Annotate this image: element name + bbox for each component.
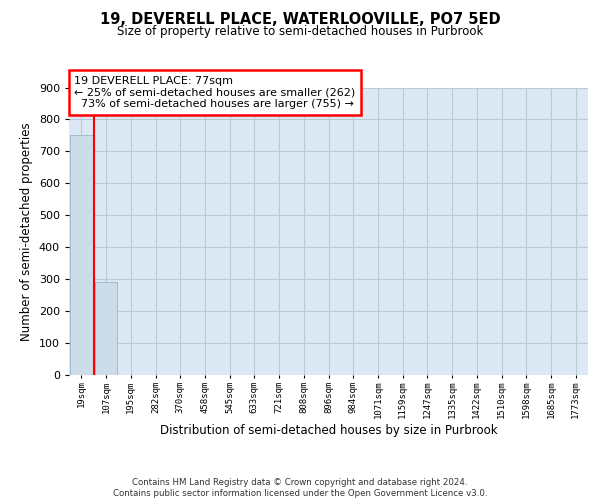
Bar [70, 136, 93, 375]
Text: Size of property relative to semi-detached houses in Purbrook: Size of property relative to semi-detach… [117, 25, 483, 38]
Text: 19, DEVERELL PLACE, WATERLOOVILLE, PO7 5ED: 19, DEVERELL PLACE, WATERLOOVILLE, PO7 5… [100, 12, 500, 28]
Text: Contains HM Land Registry data © Crown copyright and database right 2024.
Contai: Contains HM Land Registry data © Crown c… [113, 478, 487, 498]
X-axis label: Distribution of semi-detached houses by size in Purbrook: Distribution of semi-detached houses by … [160, 424, 497, 436]
Text: 19 DEVERELL PLACE: 77sqm
← 25% of semi-detached houses are smaller (262)
  73% o: 19 DEVERELL PLACE: 77sqm ← 25% of semi-d… [74, 76, 355, 109]
Bar [95, 282, 118, 375]
Y-axis label: Number of semi-detached properties: Number of semi-detached properties [20, 122, 33, 340]
